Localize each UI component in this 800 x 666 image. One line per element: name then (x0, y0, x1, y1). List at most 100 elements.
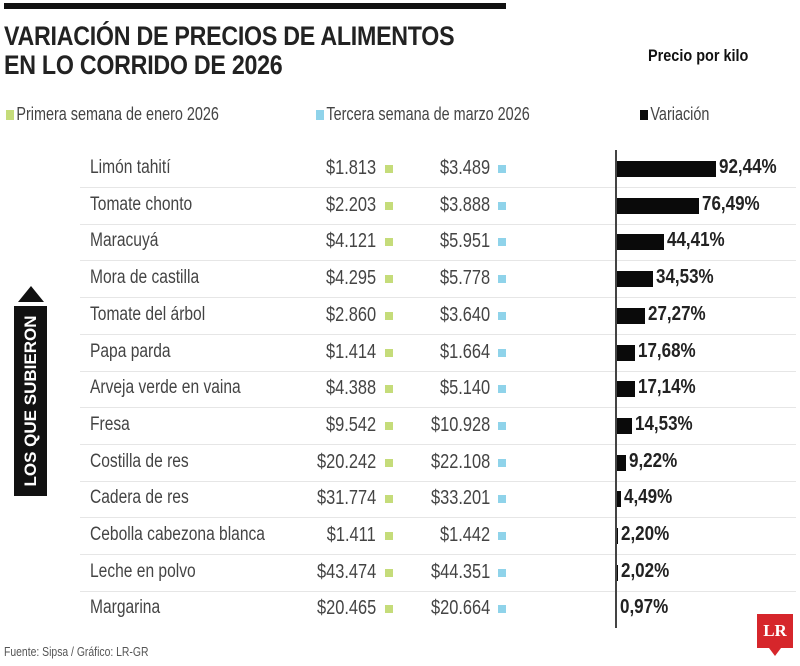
variation-label: 27,27% (648, 302, 707, 325)
price-jan-marker (385, 568, 393, 577)
variation-bar (616, 381, 635, 398)
table-row: Maracuyá $4.121 $5.951 44,41% (80, 224, 796, 262)
food-name: Fresa (90, 413, 130, 435)
price-jan: $20.242 (316, 450, 376, 473)
table-row: Costilla de res $20.242 $22.108 9,22% (80, 445, 796, 482)
price-mar: $44.351 (430, 560, 490, 583)
arrow-up-icon (18, 286, 44, 302)
price-mar: $20.664 (430, 597, 490, 620)
price-mar: $33.201 (430, 487, 490, 510)
variation-label: 4,49% (623, 486, 673, 509)
price-jan: $20.465 (316, 597, 376, 620)
variation-bar (616, 528, 619, 544)
price-mar-marker (498, 532, 506, 540)
price-jan: $1.411 (327, 524, 376, 546)
price-jan: $31.774 (316, 487, 376, 510)
price-mar: $5.140 (439, 377, 490, 400)
price-jan-marker (385, 421, 393, 430)
price-jan-marker (385, 275, 393, 284)
price-mar: $5.778 (439, 267, 490, 290)
legend-swatch (6, 109, 14, 120)
table-row: Cebolla cabezona blanca $1.411 $1.442 2,20% (80, 518, 796, 555)
bar-axis (615, 150, 617, 628)
legend-item-variation: Variación (640, 104, 709, 125)
food-name: Costilla de res (90, 450, 189, 472)
food-name: Limón tahití (90, 157, 171, 178)
food-name: Maracuyá (90, 230, 159, 252)
table-row: Tomate chonto $2.203 $3.888 76,49% (80, 188, 796, 225)
price-jan: $4.121 (325, 230, 376, 253)
top-rule (4, 3, 506, 9)
food-name: Mora de castilla (90, 267, 200, 289)
price-jan: $9.542 (325, 413, 376, 436)
table-row: Tomate del árbol $2.860 $3.640 27,27% (80, 298, 796, 335)
price-jan: $43.474 (316, 560, 376, 583)
chart-title: VARIACIÓN DE PRECIOS DE ALIMENTOS EN LO … (4, 21, 455, 80)
price-jan-marker (385, 238, 393, 247)
price-mar-marker (498, 421, 506, 430)
title-line-1: VARIACIÓN DE PRECIOS DE ALIMENTOS (4, 21, 455, 51)
price-mar-marker (498, 568, 506, 577)
variation-label: 9,22% (628, 449, 678, 472)
variation-label: 2,02% (621, 559, 670, 582)
variation-label: 17,68% (638, 339, 696, 362)
price-jan-marker (385, 385, 393, 394)
variation-bar (616, 234, 664, 251)
price-mar: $5.951 (439, 230, 490, 253)
price-jan: $1.813 (325, 157, 376, 179)
table-row: Limón tahití $1.813 $3.489 92,44% (80, 151, 796, 188)
variation-bar (616, 454, 626, 471)
legend-label: Tercera semana de marzo 2026 (326, 104, 530, 124)
food-name: Arveja verde en vaina (90, 377, 241, 399)
price-jan: $4.388 (325, 377, 376, 400)
legend-item-mar: Tercera semana de marzo 2026 (316, 104, 530, 125)
price-jan: $4.295 (325, 267, 376, 290)
price-jan-marker (385, 201, 393, 210)
variation-bar (616, 491, 621, 508)
food-name: Papa parda (90, 340, 171, 362)
variation-bar (616, 307, 646, 324)
variation-bar (616, 344, 636, 361)
legend-item-jan: Primera semana de enero 2026 (6, 104, 219, 125)
table-row: Arveja verde en vaina $4.388 $5.140 17,14% (80, 371, 796, 409)
price-mar-marker (498, 311, 506, 320)
price-mar: $3.489 (439, 157, 490, 179)
table-row: Leche en polvo $43.474 $44.351 2,02% (80, 555, 796, 592)
price-jan: $1.414 (325, 340, 376, 363)
variation-bar (616, 161, 716, 177)
price-jan-marker (385, 458, 393, 467)
price-mar-marker (498, 238, 506, 247)
price-mar-marker (498, 458, 506, 467)
variation-label: 17,14% (637, 376, 696, 399)
title-line-2: EN LO CORRIDO DE 2026 (4, 50, 283, 80)
price-mar: $3.640 (439, 303, 490, 326)
price-mar-marker (498, 275, 506, 284)
legend-swatch (640, 109, 648, 120)
food-name: Cebolla cabezona blanca (90, 524, 265, 545)
price-jan-marker (385, 348, 393, 357)
food-name: Cadera de res (90, 487, 189, 509)
source-note: Fuente: Sipsa / Gráfico: LR-GR (4, 644, 149, 659)
lr-logo: LR (757, 614, 793, 656)
side-label-box: LOS QUE SUBIERON (14, 306, 47, 496)
variation-label: 34,53% (656, 266, 714, 289)
legend-swatch (316, 109, 324, 120)
price-mar-marker (498, 605, 506, 614)
price-mar: $3.888 (439, 193, 490, 216)
food-name: Tomate del árbol (90, 303, 206, 325)
price-mar: $1.664 (439, 340, 490, 363)
variation-bar (616, 564, 619, 581)
variation-label: 92,44% (718, 156, 777, 178)
price-jan-marker (385, 495, 393, 504)
variation-label: 0,97% (620, 596, 669, 619)
variation-bar (616, 417, 632, 434)
table-row: Papa parda $1.414 $1.664 17,68% (80, 335, 796, 372)
unit-label: Precio por kilo (648, 46, 749, 65)
price-mar-marker (498, 165, 506, 173)
legend-label: Primera semana de enero 2026 (16, 104, 219, 124)
side-label: LOS QUE SUBIERON (20, 315, 40, 487)
variation-bar (616, 197, 699, 214)
price-mar-marker (498, 495, 506, 504)
price-mar-marker (498, 348, 506, 357)
